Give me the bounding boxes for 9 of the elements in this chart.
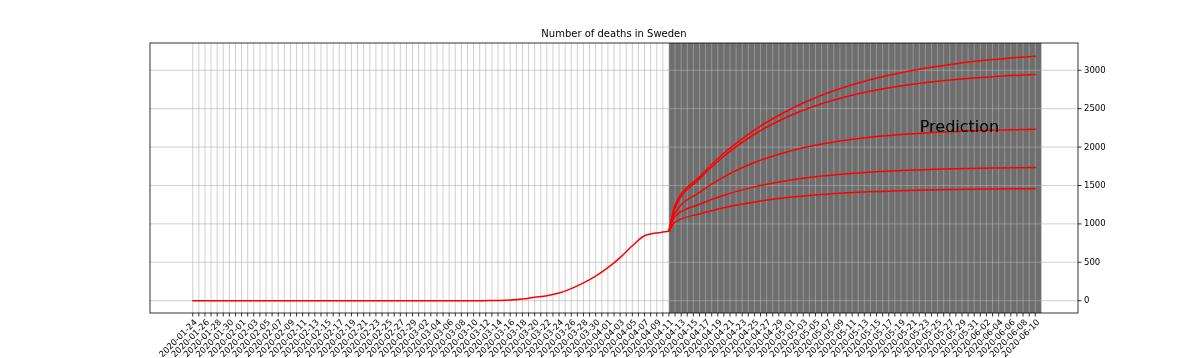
y-tick-label: 500	[1084, 256, 1101, 267]
y-tick-label: 2500	[1084, 103, 1106, 114]
y-tick-label: 3000	[1084, 64, 1106, 75]
y-tick-label: 2000	[1084, 141, 1106, 152]
y-tick-label: 0	[1084, 295, 1090, 306]
y-tick-label: 1500	[1084, 179, 1106, 190]
band-label: Prediction	[919, 117, 1000, 137]
chart-title: Number of deaths in Sweden	[541, 28, 687, 39]
y-tick-label: 1000	[1084, 218, 1106, 229]
